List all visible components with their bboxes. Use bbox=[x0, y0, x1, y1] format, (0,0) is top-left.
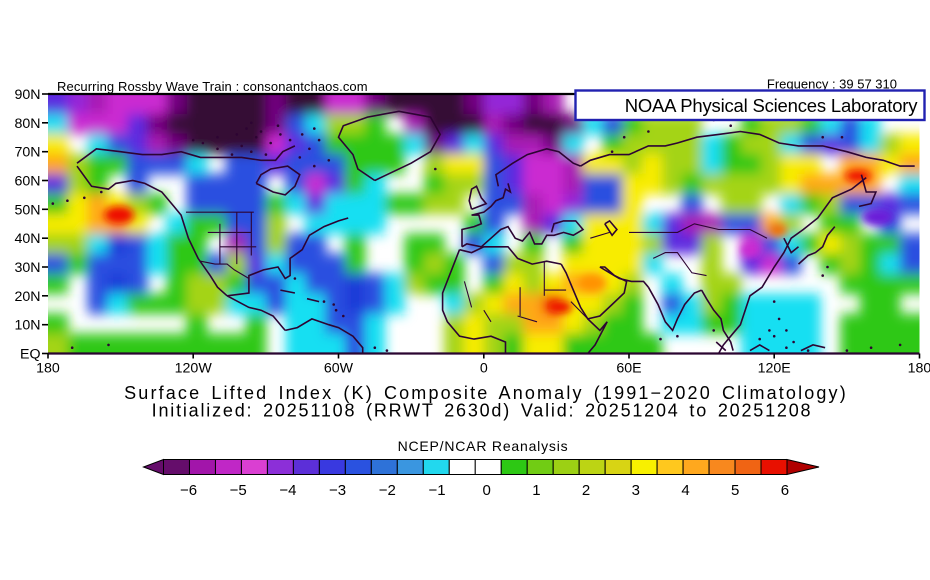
svg-text:2: 2 bbox=[582, 482, 590, 499]
svg-text:Recurring Rossby Wave Train :: Recurring Rossby Wave Train : consonantc… bbox=[57, 79, 368, 94]
svg-text:60N: 60N bbox=[14, 174, 40, 190]
svg-text:90N: 90N bbox=[14, 87, 40, 103]
svg-text:−1: −1 bbox=[428, 482, 445, 499]
svg-text:1: 1 bbox=[532, 482, 540, 499]
svg-text:30N: 30N bbox=[14, 260, 40, 276]
svg-text:4: 4 bbox=[681, 482, 689, 499]
svg-text:20N: 20N bbox=[14, 289, 40, 305]
svg-text:60W: 60W bbox=[324, 361, 354, 377]
svg-text:60E: 60E bbox=[616, 361, 641, 377]
svg-text:40N: 40N bbox=[14, 231, 40, 247]
svg-text:120W: 120W bbox=[175, 361, 213, 377]
svg-text:0: 0 bbox=[483, 482, 491, 499]
svg-text:Surface Lifted Index (K) Compo: Surface Lifted Index (K) Composite Anoma… bbox=[124, 383, 848, 403]
svg-text:5: 5 bbox=[731, 482, 739, 499]
svg-text:70N: 70N bbox=[14, 145, 40, 161]
svg-text:3: 3 bbox=[632, 482, 640, 499]
svg-text:NOAA Physical Sciences Laborat: NOAA Physical Sciences Laboratory bbox=[625, 95, 919, 116]
svg-text:EQ: EQ bbox=[20, 347, 41, 363]
svg-text:−6: −6 bbox=[180, 482, 197, 499]
svg-text:180: 180 bbox=[908, 361, 930, 377]
svg-text:50N: 50N bbox=[14, 202, 40, 218]
svg-text:Frequency : 39 57 310: Frequency : 39 57 310 bbox=[767, 77, 897, 92]
svg-text:80N: 80N bbox=[14, 116, 40, 132]
svg-text:−3: −3 bbox=[329, 482, 346, 499]
svg-text:180: 180 bbox=[36, 361, 60, 377]
svg-text:−5: −5 bbox=[230, 482, 247, 499]
svg-text:NCEP/NCAR Reanalysis: NCEP/NCAR Reanalysis bbox=[398, 438, 569, 454]
svg-text:120E: 120E bbox=[758, 361, 791, 377]
svg-text:−4: −4 bbox=[279, 482, 296, 499]
svg-text:0: 0 bbox=[480, 361, 488, 377]
svg-text:−2: −2 bbox=[379, 482, 396, 499]
svg-text:Initialized: 20251108 (RRWT 26: Initialized: 20251108 (RRWT 2630d) Valid… bbox=[152, 401, 813, 421]
svg-text:6: 6 bbox=[781, 482, 789, 499]
svg-text:10N: 10N bbox=[14, 318, 40, 334]
